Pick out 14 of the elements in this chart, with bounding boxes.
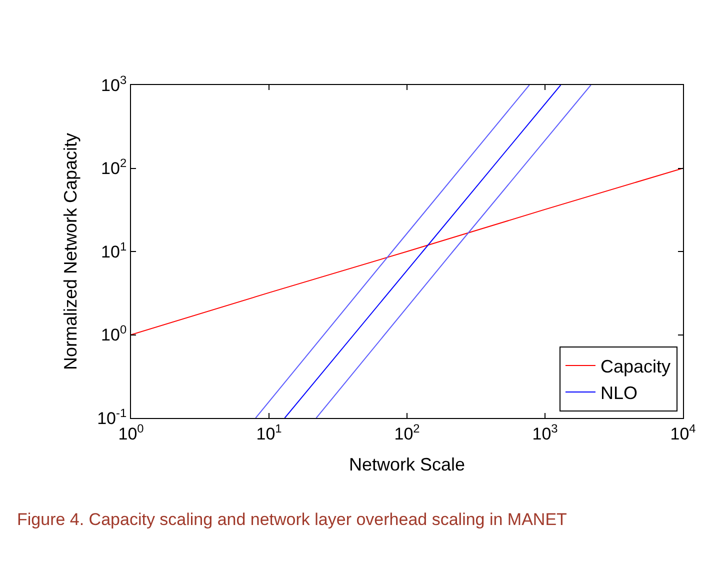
x-tick-label: 10$^{4}$	[670, 421, 696, 444]
x-tick-label: 10$^{2}$	[394, 421, 420, 444]
x-tick-label: 10$^{1}$	[256, 421, 282, 444]
x-axis-title: Network Scale	[348, 454, 466, 474]
legend-label: NLO	[600, 382, 638, 403]
y-axis-title: Normalized Network Capacity	[60, 132, 80, 370]
x-tick-label: 10$^{3}$	[532, 421, 558, 444]
line-series	[131, 168, 683, 336]
y-tick-label: 10$^{2}$	[101, 156, 127, 178]
y-tick-label: 10$^{3}$	[101, 72, 127, 95]
y-tick-label: 10$^{1}$	[101, 239, 127, 262]
y-tick-label: 10$^{0}$	[101, 322, 127, 345]
legend-label: Capacity	[600, 356, 671, 377]
caption: Figure 4. Capacity scaling and network layer overhead scaling in MANET	[17, 510, 567, 529]
